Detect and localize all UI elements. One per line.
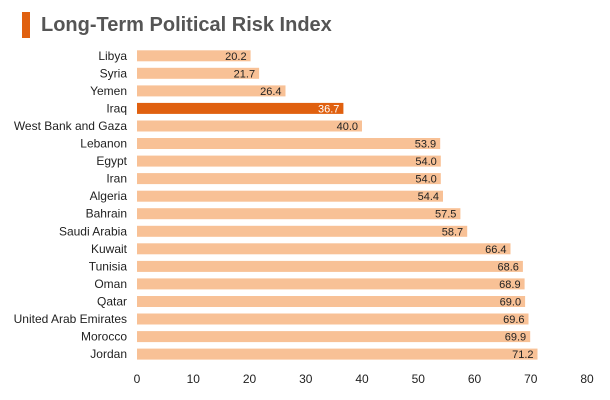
x-tick-label-20: 20 xyxy=(243,372,257,386)
category-label-jordan: Jordan xyxy=(90,347,127,361)
x-tick-label-70: 70 xyxy=(524,372,538,386)
bar-bahrain xyxy=(137,208,461,220)
data-label-united-arab-emirates: 69.6 xyxy=(503,314,524,326)
category-label-tunisia: Tunisia xyxy=(89,259,128,273)
x-tick-label-60: 60 xyxy=(468,372,482,386)
x-tick-label-0: 0 xyxy=(134,372,141,386)
bar-jordan xyxy=(137,348,538,360)
data-label-kuwait: 66.4 xyxy=(485,244,506,256)
bar-iran xyxy=(137,173,441,185)
data-label-syria: 21.7 xyxy=(234,68,255,80)
data-label-iran: 54.0 xyxy=(415,174,436,186)
value-labels: 20.2 21.7 26.4 36.7 40.0 53.9 54.0 54.0 54.4 57.5… xyxy=(225,51,533,361)
bar-iraq xyxy=(137,102,344,114)
data-label-west-bank-and-gaza: 40.0 xyxy=(337,121,358,133)
category-label-iraq: Iraq xyxy=(106,101,127,115)
x-axis-ticks: 0 10 20 30 40 50 60 70 80 xyxy=(134,372,594,386)
data-label-lebanon: 53.9 xyxy=(415,139,436,151)
category-label-oman: Oman xyxy=(94,277,127,291)
chart-title-block: Long-Term Political Risk Index xyxy=(22,12,332,38)
bar-tunisia xyxy=(137,260,523,272)
category-label-kuwait: Kuwait xyxy=(91,242,128,256)
x-tick-label-30: 30 xyxy=(299,372,313,386)
bar-kuwait xyxy=(137,243,511,255)
category-label-morocco: Morocco xyxy=(81,330,127,344)
bar-egypt xyxy=(137,155,441,167)
data-label-saudi-arabia: 58.7 xyxy=(442,226,463,238)
data-label-morocco: 69.9 xyxy=(505,332,526,344)
category-label-egypt: Egypt xyxy=(96,154,127,168)
data-label-yemen: 26.4 xyxy=(260,86,281,98)
category-labels: Libya Syria Yemen Iraq West Bank and Gaza Leb… xyxy=(14,49,128,361)
x-tick-label-10: 10 xyxy=(187,372,201,386)
category-label-united-arab-emirates: United Arab Emirates xyxy=(14,312,127,326)
category-label-yemen: Yemen xyxy=(90,84,127,98)
category-label-qatar: Qatar xyxy=(97,295,127,309)
bar-yemen xyxy=(137,85,286,97)
category-label-saudi-arabia: Saudi Arabia xyxy=(59,224,127,238)
data-label-egypt: 54.0 xyxy=(415,156,436,168)
category-label-lebanon: Lebanon xyxy=(80,137,127,151)
category-label-libya: Libya xyxy=(98,49,127,63)
category-label-algeria: Algeria xyxy=(90,189,128,203)
x-tick-label-40: 40 xyxy=(355,372,369,386)
data-label-qatar: 69.0 xyxy=(500,297,521,309)
category-label-iran: Iran xyxy=(106,172,127,186)
bar-syria xyxy=(137,67,260,79)
bar-qatar xyxy=(137,296,526,307)
data-label-tunisia: 68.6 xyxy=(497,261,518,273)
data-label-oman: 68.9 xyxy=(499,279,520,291)
x-tick-label-80: 80 xyxy=(580,372,594,386)
category-label-syria: Syria xyxy=(100,66,128,80)
bar-west-bank-and-gaza xyxy=(137,120,362,132)
bar-lebanon xyxy=(137,138,441,149)
bar-united-arab-emirates xyxy=(137,313,529,325)
data-label-iraq: 36.7 xyxy=(318,103,339,115)
title-accent-bar xyxy=(22,12,30,38)
bar-morocco xyxy=(137,331,531,343)
data-label-jordan: 71.2 xyxy=(512,349,533,361)
category-label-bahrain: Bahrain xyxy=(86,207,127,221)
bars-group xyxy=(137,50,538,360)
category-label-west-bank-and-gaza: West Bank and Gaza xyxy=(14,119,128,133)
x-tick-label-50: 50 xyxy=(412,372,426,386)
data-label-bahrain: 57.5 xyxy=(435,209,456,221)
data-label-algeria: 54.4 xyxy=(418,191,439,203)
data-label-libya: 20.2 xyxy=(225,51,246,63)
bar-oman xyxy=(137,278,525,290)
bar-libya xyxy=(137,50,251,62)
bar-algeria xyxy=(137,190,443,202)
chart-title: Long-Term Political Risk Index xyxy=(41,13,332,36)
bar-saudi-arabia xyxy=(137,225,468,237)
